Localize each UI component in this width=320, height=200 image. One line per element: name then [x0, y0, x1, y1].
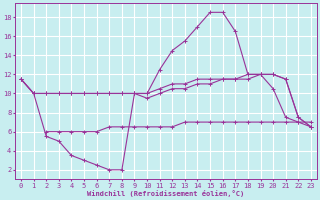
- X-axis label: Windchill (Refroidissement éolien,°C): Windchill (Refroidissement éolien,°C): [87, 190, 244, 197]
